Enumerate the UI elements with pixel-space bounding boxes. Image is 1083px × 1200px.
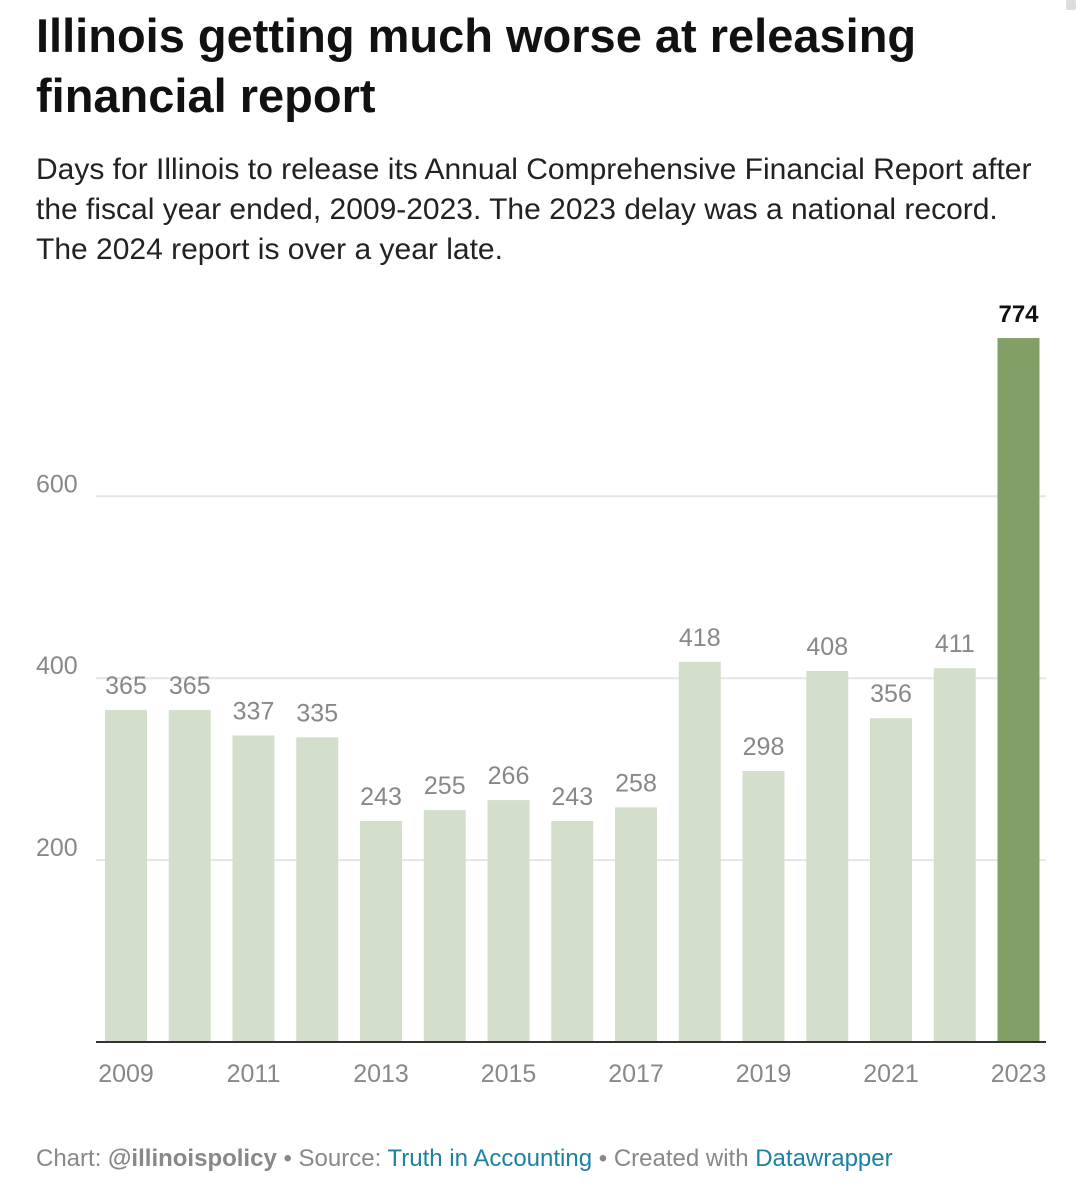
value-label-2021: 356 bbox=[870, 680, 912, 708]
footer-separator: • bbox=[283, 1145, 292, 1172]
footer-chart-prefix: Chart: bbox=[36, 1145, 102, 1172]
footer-source-prefix: Source: bbox=[298, 1145, 382, 1172]
bar-2017 bbox=[615, 807, 657, 1042]
bar-2010 bbox=[168, 710, 211, 1042]
value-label-2011: 337 bbox=[233, 697, 275, 725]
value-label-2018: 418 bbox=[679, 624, 721, 652]
bar-2013 bbox=[360, 820, 402, 1042]
value-labels: 365 365 337 335 243 255 266 243 258 418 298 408 356 4… bbox=[105, 301, 1039, 811]
x-tick-label-2009: 2009 bbox=[98, 1060, 154, 1088]
bar-2012 bbox=[296, 737, 339, 1042]
bars bbox=[105, 338, 1040, 1042]
value-label-2016: 243 bbox=[551, 783, 593, 811]
footer-created-prefix: Created with bbox=[613, 1145, 749, 1172]
x-tick-labels: 2009 2011 2013 2015 2017 2019 2021 2023 bbox=[98, 1060, 1046, 1088]
value-label-2012: 335 bbox=[296, 699, 338, 727]
bar-2011 bbox=[232, 735, 275, 1042]
bar-2014 bbox=[423, 810, 466, 1042]
bar-chart: 200 400 600 365 365 337 335 243 255 266 243 258 418… bbox=[36, 301, 1046, 1088]
x-tick-label-2021: 2021 bbox=[863, 1060, 919, 1088]
x-tick-label-2017: 2017 bbox=[608, 1060, 664, 1088]
value-label-2022: 411 bbox=[935, 630, 975, 658]
chart-footer: Chart: @illinoispolicy • Source: Truth i… bbox=[36, 1145, 893, 1173]
bar-2016 bbox=[551, 820, 594, 1042]
bar-2022 bbox=[933, 668, 976, 1042]
y-tick-label-200: 200 bbox=[36, 834, 78, 862]
value-label-2014: 255 bbox=[424, 772, 466, 800]
source-link[interactable]: Truth in Accounting bbox=[387, 1145, 593, 1172]
chart-title: Illinois getting much worse at releasing… bbox=[36, 9, 917, 122]
value-label-2023: 774 bbox=[998, 301, 1039, 328]
value-label-2020: 408 bbox=[806, 633, 848, 661]
value-label-2015: 266 bbox=[488, 762, 530, 790]
bar-2021 bbox=[870, 718, 912, 1042]
value-label-2013: 243 bbox=[360, 783, 402, 811]
bar-2023 bbox=[997, 338, 1040, 1042]
x-tick-label-2011: 2011 bbox=[227, 1060, 281, 1088]
chart-subtitle: Days for Illinois to release its Annual … bbox=[36, 153, 1032, 266]
footer-separator: • bbox=[598, 1145, 608, 1172]
bar-2019 bbox=[742, 770, 785, 1042]
value-label-2010: 365 bbox=[169, 672, 211, 700]
corner-mark bbox=[1066, 0, 1076, 10]
y-tick-labels: 200 400 600 bbox=[36, 470, 78, 862]
value-label-2017: 258 bbox=[615, 769, 657, 797]
x-tick-label-2019: 2019 bbox=[736, 1060, 792, 1088]
x-tick-label-2015: 2015 bbox=[481, 1060, 537, 1088]
x-tick-label-2023: 2023 bbox=[991, 1060, 1047, 1088]
y-tick-label-600: 600 bbox=[36, 470, 78, 498]
value-label-2009: 365 bbox=[105, 672, 147, 700]
x-tick-label-2013: 2013 bbox=[353, 1060, 409, 1088]
bar-2015 bbox=[487, 800, 530, 1042]
bar-2020 bbox=[806, 670, 849, 1042]
bar-2009 bbox=[105, 710, 147, 1042]
datawrapper-link[interactable]: Datawrapper bbox=[755, 1145, 893, 1172]
value-label-2019: 298 bbox=[743, 733, 785, 761]
footer-chart-author: @illinoispolicy bbox=[108, 1145, 277, 1172]
bar-2018 bbox=[678, 661, 721, 1042]
y-tick-label-400: 400 bbox=[36, 652, 78, 680]
